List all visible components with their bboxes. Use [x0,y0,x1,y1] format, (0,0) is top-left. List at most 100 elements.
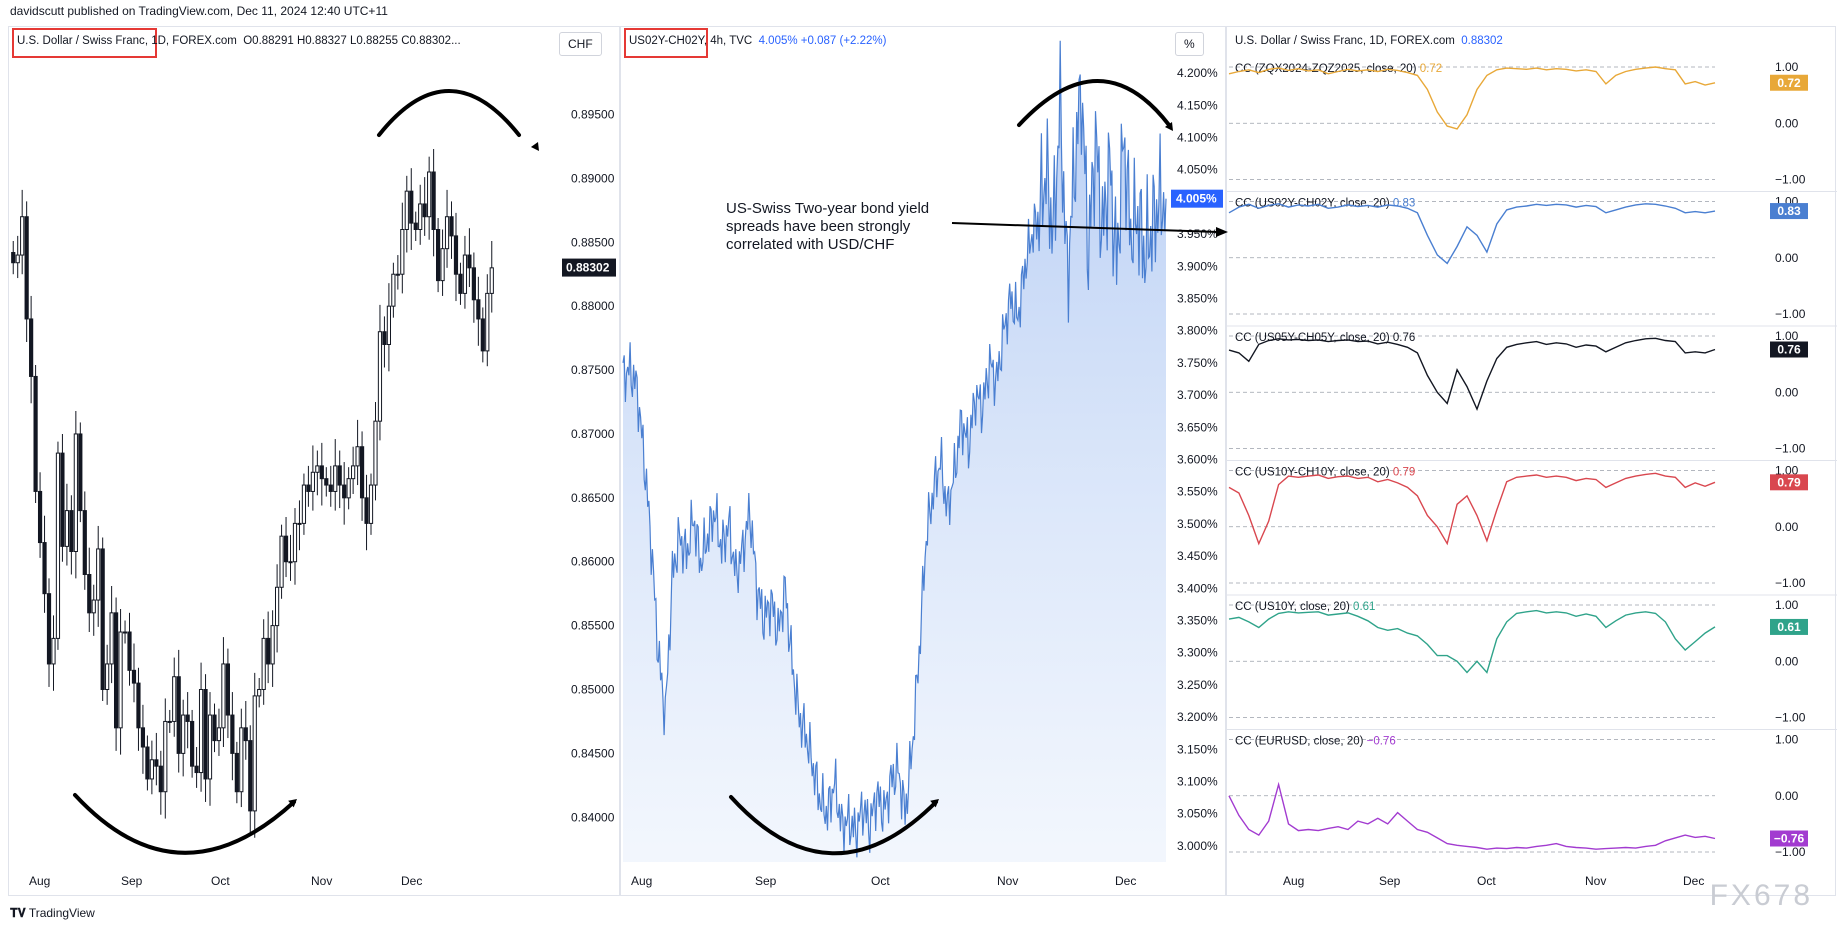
usdchf-candles-svg: 0.89500 0.89000 0.88500 0.88000 0.87500 0.870… [11,89,616,888]
ohlc-close: C0.88302... [401,35,461,47]
y-tick-label: 3.250% [1177,678,1218,692]
candle-body [185,714,190,722]
correlation-line [1228,781,1716,850]
last-price-badge [562,258,616,277]
y-tick-label: 0.00 [1775,789,1799,803]
pane-legend: CC (US10Y, close, 20) 0.61 [1235,601,1375,613]
candle-body [221,663,226,729]
correlation-panes-svg: 1.00 0.00 −1.00 CC (ZQX2024-ZQZ2025, close,… [1227,60,1837,888]
currency-unit-button[interactable]: CHF [559,32,602,56]
candle-body [382,331,387,346]
x-tick-label: Sep [121,874,143,888]
candle-body [458,273,463,294]
candle-body [319,465,324,480]
pane-legend: CC (US10Y-CH10Y, close, 20) 0.79 [1235,467,1415,479]
candle-body [270,625,275,665]
usdchf-panel[interactable]: U.S. Dollar / Swiss Franc, 1D, FOREX.com… [8,26,620,896]
candle-body [266,637,271,665]
spread-change: +0.087 (+2.22%) [800,35,887,47]
candle-body [190,720,195,767]
x-tick-label: Aug [29,874,50,888]
pane-legend-value: 0.76 [1393,332,1415,344]
candle-body [24,216,29,320]
x-tick-label: Sep [1379,874,1401,888]
ohlc-open: O0.88291 [243,35,294,47]
last-price-label: 0.88302 [566,261,610,275]
symbol-name: U.S. Dollar / Swiss Franc [17,35,145,47]
y-tick-label: 0.87500 [571,363,615,377]
last-value-label: 4.005% [1176,192,1217,206]
candle-body [11,252,16,264]
y-tick-label: 0.88500 [571,235,615,249]
x-tick-label: Aug [631,874,652,888]
candle-body [158,765,163,793]
annotation-text: spreads have been strongly [726,218,911,235]
x-tick-label: Nov [1585,874,1606,888]
y-tick-label: 1.00 [1775,733,1799,747]
corr-symbol: U.S. Dollar / Swiss Franc [1235,35,1363,47]
candle-body [154,759,159,767]
candle-body [225,663,231,716]
spread-area-svg: 4.200%4.150%4.100%4.050%4.000%3.950%3.90… [622,40,1223,888]
candle-body [257,689,262,697]
y-tick-label: 0.89500 [571,108,615,122]
corr-source: FOREX.com [1390,35,1455,47]
candle-body [109,612,114,665]
pane-value-badge [1770,203,1808,220]
tradingview-logo-icon: 𝐓𝐕 [10,906,26,920]
candle-body [29,318,34,377]
candle-body [100,548,105,691]
y-tick-label: 0.00 [1775,520,1799,534]
candle-body [377,331,383,422]
candle-body [234,752,239,793]
candle-body [315,465,320,473]
y-tick-label: 1.00 [1775,60,1799,74]
y-tick-label: 3.600% [1177,453,1218,467]
candle-body [364,497,369,524]
annotation-text: correlated with USD/CHF [726,236,894,253]
candle-body [207,714,213,780]
y-tick-label: 3.350% [1177,614,1218,628]
correlation-panel[interactable]: U.S. Dollar / Swiss Franc, 1D, FOREX.com… [1226,26,1837,896]
y-tick-label: 4.150% [1177,98,1218,112]
watermark: FX678 [1709,879,1813,912]
yield-spread-panel[interactable]: US02Y-CH02Y, 4h, TVC 4.005% +0.087 (+2.2… [620,26,1226,896]
candle-body [480,318,485,352]
candle-body [96,548,101,601]
x-tick-label: Aug [1283,874,1304,888]
y-tick-label: 3.050% [1177,807,1218,821]
candle-body [230,714,235,754]
y-tick-label: −1.00 [1775,711,1806,725]
y-tick-label: −1.00 [1775,845,1806,859]
legend-highlight [12,28,157,58]
percent-unit-button[interactable]: % [1175,32,1204,56]
y-tick-label: 1.00 [1775,329,1799,343]
spread-legend: US02Y-CH02Y, 4h, TVC 4.005% +0.087 (+2.2… [629,35,887,47]
candle-body [431,171,436,230]
candle-body [337,465,342,486]
symbol-interval: 1D [151,35,166,47]
pane-value-label: 0.72 [1777,76,1801,90]
candle-body [283,535,289,563]
candle-body [440,248,445,282]
candle-body [163,720,168,793]
candle-body [140,727,146,748]
candle-body [310,471,315,492]
candle-body [471,267,476,301]
x-tick-label: Nov [997,874,1018,888]
candle-body [485,292,490,352]
candle-body [306,484,311,492]
spread-area-fill [623,40,1166,863]
candle-body [69,510,74,553]
candle-body [435,229,441,282]
candle-body [476,299,481,320]
corr-legend: U.S. Dollar / Swiss Franc, 1D, FOREX.com… [1235,35,1503,47]
bottom-arch-arrow-head [930,799,939,808]
y-tick-label: 3.150% [1177,742,1218,756]
y-tick-label: 3.850% [1177,292,1218,306]
correlation-line [1228,203,1716,265]
tradingview-footer[interactable]: 𝐓𝐕 TradingView [10,906,95,921]
candle-body [248,740,253,812]
candle-body [51,637,56,665]
ohlc-low: L0.88255 [350,35,398,47]
